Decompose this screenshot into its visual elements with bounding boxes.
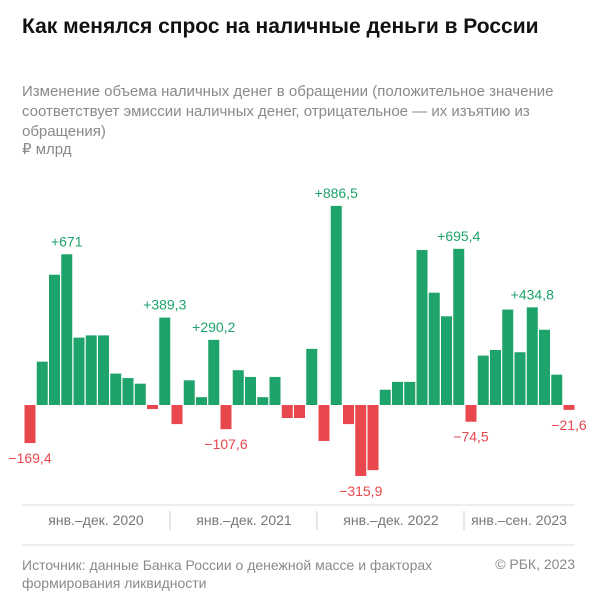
bar [502, 309, 514, 406]
source: Источник: данные Банка России о денежной… [22, 557, 433, 591]
bar [367, 405, 379, 471]
value-label: −74,5 [453, 429, 489, 445]
period-label: янв.–сен. 2023 [471, 512, 567, 528]
bar [355, 405, 367, 476]
bar [490, 349, 501, 406]
bar [330, 205, 342, 406]
bar [220, 405, 232, 430]
value-label: +434,8 [511, 286, 554, 302]
value-label: +695,4 [437, 228, 480, 244]
bar [294, 405, 305, 419]
bar [98, 335, 109, 406]
value-label: −21,6 [551, 417, 587, 433]
bar [208, 339, 220, 406]
bar [428, 292, 440, 406]
bar [404, 381, 416, 406]
period-label: янв.–дек. 2020 [48, 512, 144, 528]
bar [196, 397, 207, 406]
unit: ₽ млрд [22, 141, 72, 158]
bar [232, 370, 244, 406]
value-label: −107,6 [204, 436, 247, 452]
bar [122, 378, 134, 406]
bar [171, 405, 183, 425]
bar [73, 337, 85, 406]
bar [24, 405, 36, 444]
subtitle: Изменение объема наличных денег в обраще… [22, 83, 554, 140]
credit: © РБК, 2023 [495, 556, 575, 572]
bar [281, 405, 293, 419]
bar [85, 335, 97, 406]
bar [514, 352, 526, 406]
value-label: −315,9 [339, 483, 382, 499]
bar [257, 397, 269, 406]
bar [416, 250, 428, 406]
bar [465, 405, 477, 422]
bar [563, 405, 575, 410]
value-label: +389,3 [143, 297, 186, 313]
value-label: −169,4 [8, 450, 51, 466]
bar [526, 307, 538, 406]
bar [343, 405, 354, 425]
period-label: янв.–дек. 2022 [343, 512, 439, 528]
bar [245, 376, 256, 406]
bar [110, 373, 122, 406]
chart-title: Как менялся спрос на наличные деньги в Р… [22, 15, 539, 38]
value-label: +290,2 [192, 319, 235, 335]
value-label: +886,5 [315, 185, 358, 201]
bar [61, 254, 73, 406]
bar [453, 248, 465, 406]
bar [379, 389, 391, 406]
bar [551, 374, 563, 406]
bar [183, 380, 195, 406]
bar [441, 316, 452, 406]
period-label: янв.–дек. 2021 [196, 512, 292, 528]
bar [539, 329, 550, 406]
bar [134, 383, 146, 406]
bar [147, 405, 158, 410]
bar [36, 361, 48, 406]
bar [306, 348, 318, 406]
bar [49, 274, 60, 406]
bar [159, 317, 171, 406]
value-label: +671 [51, 233, 83, 249]
bar [477, 355, 489, 406]
bar [269, 376, 281, 406]
bar [392, 381, 403, 406]
bar [318, 405, 330, 441]
